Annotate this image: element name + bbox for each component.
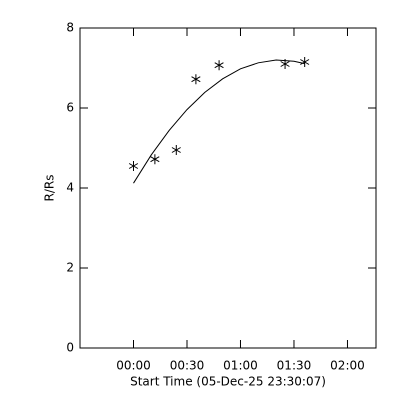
x-tick-label: 02:00 xyxy=(330,359,365,373)
x-tick-label: 00:00 xyxy=(116,359,151,373)
asterisk-marker xyxy=(191,74,201,85)
y-tick-label: 8 xyxy=(66,21,74,35)
asterisk-marker xyxy=(150,154,160,165)
asterisk-marker xyxy=(128,161,139,171)
y-tick-label: 2 xyxy=(66,261,74,275)
asterisk-marker xyxy=(171,145,181,155)
fit-line xyxy=(133,59,305,184)
asterisk-marker xyxy=(300,57,310,67)
y-tick-label: 0 xyxy=(66,341,74,355)
x-tick-label: 01:30 xyxy=(277,359,312,373)
asterisk-marker xyxy=(214,60,224,71)
y-tick-label: 4 xyxy=(66,181,74,195)
x-tick-label: 00:30 xyxy=(170,359,205,373)
y-axis-label: R/Rs xyxy=(43,175,57,202)
x-tick-label: 01:00 xyxy=(223,359,258,373)
x-axis-label: Start Time (05-Dec-25 23:30:07) xyxy=(130,375,326,389)
y-tick-label: 6 xyxy=(66,101,74,115)
